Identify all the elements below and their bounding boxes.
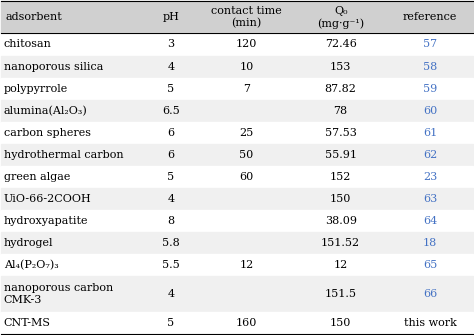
- Text: 160: 160: [236, 318, 257, 328]
- Text: this work: this work: [404, 318, 456, 328]
- Text: 50: 50: [239, 150, 254, 160]
- Text: Q₀
(mg·g⁻¹): Q₀ (mg·g⁻¹): [317, 6, 364, 28]
- Bar: [1, 99, 473, 122]
- Text: 5.8: 5.8: [162, 238, 180, 248]
- Text: 7: 7: [243, 84, 250, 93]
- Text: 65: 65: [423, 260, 438, 270]
- Text: chitosan: chitosan: [4, 40, 52, 50]
- Bar: [1, 312, 473, 334]
- Bar: [1, 210, 473, 232]
- Text: 4: 4: [167, 194, 174, 204]
- Text: 60: 60: [423, 106, 438, 116]
- Text: 87.82: 87.82: [325, 84, 356, 93]
- Text: 6: 6: [167, 150, 174, 160]
- Text: 61: 61: [423, 128, 438, 138]
- Text: nanoporous carbon
CMK-3: nanoporous carbon CMK-3: [4, 283, 113, 305]
- Text: CNT-MS: CNT-MS: [4, 318, 51, 328]
- Text: 12: 12: [334, 260, 348, 270]
- Bar: [1, 166, 473, 188]
- Text: hydrogel: hydrogel: [4, 238, 53, 248]
- Text: 62: 62: [423, 150, 438, 160]
- Text: 66: 66: [423, 289, 438, 299]
- Text: 150: 150: [330, 194, 351, 204]
- Text: reference: reference: [403, 12, 457, 22]
- Text: nanoporous silica: nanoporous silica: [4, 62, 103, 72]
- Bar: [1, 78, 473, 99]
- Text: 6.5: 6.5: [162, 106, 180, 116]
- Text: 12: 12: [239, 260, 254, 270]
- Text: 153: 153: [330, 62, 351, 72]
- Bar: [1, 56, 473, 78]
- Text: adsorbent: adsorbent: [5, 12, 62, 22]
- Text: carbon spheres: carbon spheres: [4, 128, 91, 138]
- Text: hydrothermal carbon: hydrothermal carbon: [4, 150, 123, 160]
- Text: 4: 4: [167, 62, 174, 72]
- Text: 59: 59: [423, 84, 438, 93]
- Bar: [1, 232, 473, 254]
- Text: UiO-66-2COOH: UiO-66-2COOH: [4, 194, 91, 204]
- Bar: [1, 188, 473, 210]
- Text: 6: 6: [167, 128, 174, 138]
- Bar: [1, 122, 473, 144]
- Text: 3: 3: [167, 40, 174, 50]
- Text: 72.46: 72.46: [325, 40, 356, 50]
- Text: 151.52: 151.52: [321, 238, 360, 248]
- Text: 23: 23: [423, 172, 438, 182]
- Text: 25: 25: [239, 128, 254, 138]
- Text: 120: 120: [236, 40, 257, 50]
- Bar: [1, 34, 473, 56]
- Text: 55.91: 55.91: [325, 150, 356, 160]
- Text: 5.5: 5.5: [162, 260, 180, 270]
- Text: 10: 10: [239, 62, 254, 72]
- Text: 4: 4: [167, 289, 174, 299]
- Text: 5: 5: [167, 318, 174, 328]
- Text: 64: 64: [423, 216, 438, 226]
- Text: 60: 60: [239, 172, 254, 182]
- Text: 57: 57: [423, 40, 437, 50]
- Text: 57.53: 57.53: [325, 128, 356, 138]
- Text: hydroxyapatite: hydroxyapatite: [4, 216, 88, 226]
- Text: 150: 150: [330, 318, 351, 328]
- Text: 58: 58: [423, 62, 438, 72]
- Bar: [1, 144, 473, 166]
- Bar: [1, 1, 473, 34]
- Text: 18: 18: [423, 238, 438, 248]
- Text: polypyrrole: polypyrrole: [4, 84, 68, 93]
- Text: pH: pH: [163, 12, 180, 22]
- Text: 38.09: 38.09: [325, 216, 356, 226]
- Text: 8: 8: [167, 216, 174, 226]
- Text: Al₄(P₂O₇)₃: Al₄(P₂O₇)₃: [4, 260, 58, 270]
- Text: 152: 152: [330, 172, 351, 182]
- Text: green algae: green algae: [4, 172, 70, 182]
- Bar: [1, 254, 473, 276]
- Text: alumina(Al₂O₃): alumina(Al₂O₃): [4, 106, 88, 116]
- Text: contact time
(min): contact time (min): [211, 6, 282, 28]
- Text: 78: 78: [334, 106, 348, 116]
- Text: 5: 5: [167, 172, 174, 182]
- Text: 63: 63: [423, 194, 438, 204]
- Text: 151.5: 151.5: [325, 289, 356, 299]
- Bar: [1, 276, 473, 312]
- Text: 5: 5: [167, 84, 174, 93]
